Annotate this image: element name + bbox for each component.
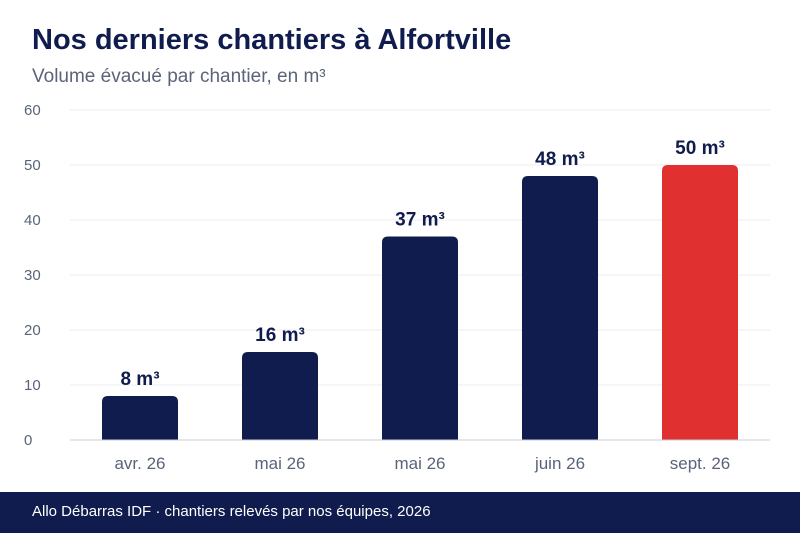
data-label: 8 m³ <box>120 369 159 390</box>
y-axis-ticks: 0 10 20 30 40 50 60 <box>24 102 41 449</box>
bars <box>102 165 738 440</box>
chart-title: Nos derniers chantiers à Alfortville <box>32 24 512 56</box>
bar-2 <box>242 352 318 440</box>
x-tick-label: sept. 26 <box>670 454 731 473</box>
y-tick-label: 40 <box>24 212 41 229</box>
chart-subtitle: Volume évacué par chantier, en m³ <box>32 66 326 87</box>
data-labels: 8 m³ 16 m³ 37 m³ 48 m³ 50 m³ <box>120 138 724 390</box>
data-label: 37 m³ <box>395 210 445 231</box>
y-tick-label: 0 <box>24 432 32 449</box>
x-tick-label: mai 26 <box>394 454 445 473</box>
y-tick-label: 20 <box>24 322 41 339</box>
bar-5 <box>662 165 738 440</box>
data-label: 50 m³ <box>675 138 725 159</box>
footer-bar: Allo Débarras IDF · chantiers relevés pa… <box>0 492 800 533</box>
bar-4 <box>522 176 598 440</box>
bar-chart: 0 10 20 30 40 50 60 8 m³ 16 m³ 37 m³ 48 m³ 50 m³ a… <box>24 102 770 473</box>
bar-1 <box>102 396 178 440</box>
bar-3 <box>382 236 458 440</box>
source-note: Allo Débarras IDF · chantiers relevés pa… <box>32 503 431 520</box>
y-tick-label: 10 <box>24 377 41 394</box>
y-tick-label: 50 <box>24 157 41 174</box>
data-label: 48 m³ <box>535 149 585 170</box>
y-tick-label: 30 <box>24 267 41 284</box>
data-label: 16 m³ <box>255 325 305 346</box>
x-axis-ticks: avr. 26 mai 26 mai 26 juin 26 sept. 26 <box>114 454 730 473</box>
x-tick-label: avr. 26 <box>114 454 165 473</box>
x-tick-label: mai 26 <box>254 454 305 473</box>
y-tick-label: 60 <box>24 102 41 119</box>
x-tick-label: juin 26 <box>534 454 585 473</box>
